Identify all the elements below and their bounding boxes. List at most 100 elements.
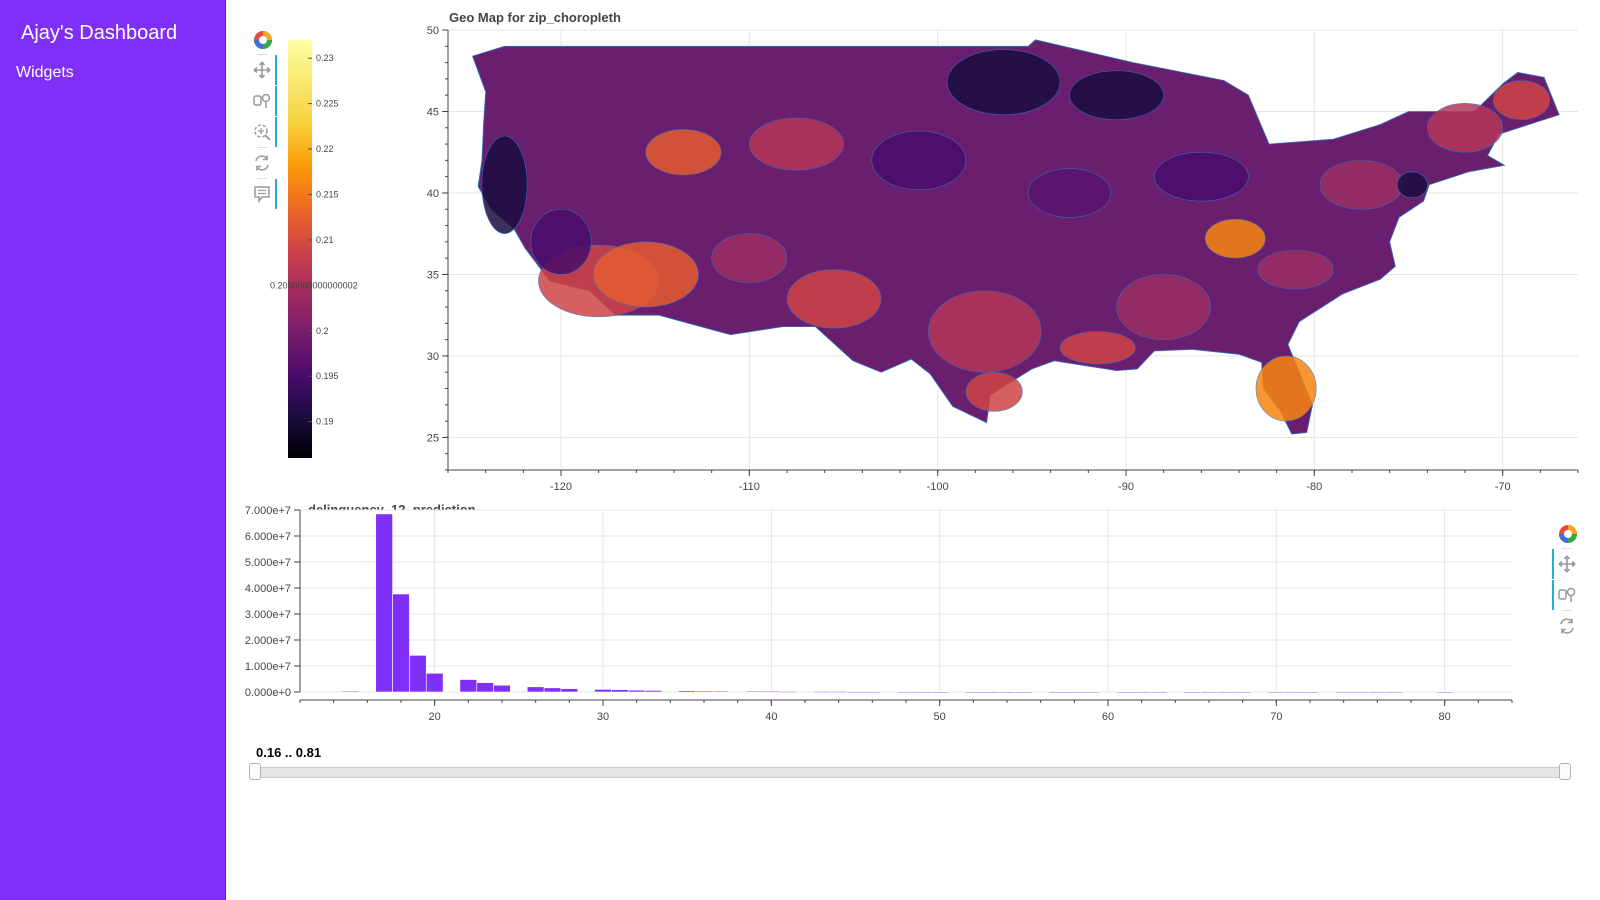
histogram-axes: 7.000e+7 6.000e+7 5.000e+7 4.000e+7 3.000e+7… (245, 505, 1513, 723)
histogram-bar[interactable] (1368, 691, 1387, 694)
sidebar: Ajay's Dashboard Widgets (0, 0, 226, 900)
histogram-plot[interactable]: delinquency_12_prediction 7.000e+76.000e… (236, 498, 1556, 738)
choropleth-region[interactable] (946, 49, 1061, 116)
histogram-bar[interactable] (813, 691, 831, 693)
choropleth-region[interactable] (871, 130, 967, 191)
choropleth-region[interactable] (786, 269, 882, 329)
choropleth-region[interactable] (1492, 80, 1551, 120)
histogram-bar[interactable] (695, 690, 713, 693)
histogram-bar[interactable] (1233, 691, 1252, 694)
choropleth-region[interactable] (1069, 70, 1164, 120)
bokeh-logo-icon[interactable] (247, 26, 277, 52)
histogram-bar[interactable] (1217, 691, 1235, 694)
choropleth-region[interactable] (927, 290, 1042, 373)
histogram-bar[interactable] (1116, 691, 1134, 694)
choropleth-regions[interactable] (471, 39, 1560, 435)
histogram-bar[interactable] (1267, 691, 1286, 694)
histogram-bar[interactable] (341, 690, 360, 693)
histogram-bar[interactable] (611, 689, 629, 693)
histogram-bar[interactable] (627, 689, 646, 693)
histogram-bar[interactable] (930, 691, 949, 693)
histogram-bar[interactable] (1200, 691, 1218, 694)
histogram-bar[interactable] (1334, 691, 1353, 694)
histogram-bar[interactable] (425, 672, 444, 693)
pan-icon[interactable] (247, 55, 277, 85)
histogram-bar[interactable] (560, 688, 579, 693)
hist-y-tick-label: 6.000e+7 (245, 531, 291, 543)
histogram-bar[interactable] (981, 691, 999, 694)
histogram-bar[interactable] (1183, 691, 1201, 694)
histogram-bar[interactable] (998, 691, 1016, 694)
histogram-bar[interactable] (409, 655, 427, 693)
histogram-bar[interactable] (476, 682, 494, 693)
choropleth-region[interactable] (1027, 168, 1112, 218)
choropleth-region[interactable] (1257, 249, 1334, 290)
pan-icon[interactable] (1552, 549, 1582, 579)
histogram-bar[interactable] (1301, 691, 1319, 694)
choropleth-region[interactable] (645, 129, 722, 176)
choropleth-region[interactable] (592, 241, 699, 308)
reset-icon[interactable] (1552, 613, 1582, 639)
choropleth-region[interactable] (965, 371, 1023, 412)
map-x-tick-label: -100 (927, 481, 949, 493)
choropleth-region[interactable] (1396, 171, 1428, 199)
choropleth-region[interactable] (530, 208, 592, 275)
histogram-bar[interactable] (1351, 691, 1370, 694)
histogram-bar[interactable] (964, 691, 983, 694)
histogram-bars[interactable] (341, 513, 1454, 694)
histogram-bar[interactable] (914, 691, 932, 693)
hover-icon[interactable] (247, 179, 277, 209)
choropleth-region[interactable] (1116, 274, 1212, 340)
choropleth-region[interactable] (1319, 160, 1404, 210)
map-y-tick-label: 35 (427, 269, 439, 281)
histogram-bar[interactable] (712, 690, 730, 693)
histogram-bar[interactable] (543, 687, 562, 693)
toolbar-divider (1562, 610, 1572, 611)
box-zoom-icon[interactable] (247, 86, 277, 116)
range-slider-start-handle[interactable] (249, 763, 261, 780)
histogram-bar[interactable] (1015, 691, 1033, 694)
histogram-bar[interactable] (594, 689, 612, 693)
choropleth-region[interactable] (1059, 331, 1136, 365)
histogram-bar[interactable] (1082, 691, 1100, 694)
histogram-bar[interactable] (762, 691, 781, 693)
choropleth-region[interactable] (1204, 218, 1266, 259)
sidebar-item-widgets[interactable]: Widgets (16, 64, 74, 81)
histogram-bar[interactable] (1065, 691, 1084, 694)
choropleth-region[interactable] (711, 233, 788, 283)
histogram-bar[interactable] (526, 686, 545, 693)
histogram-bar[interactable] (1132, 691, 1151, 694)
histogram-bar[interactable] (678, 690, 696, 693)
histogram-bar[interactable] (1149, 691, 1168, 694)
range-slider-end-handle[interactable] (1559, 763, 1571, 780)
histogram-toolbar (1552, 520, 1582, 640)
histogram-bar[interactable] (459, 679, 478, 693)
active-tool-indicator (275, 86, 277, 116)
reset-icon[interactable] (247, 150, 277, 176)
histogram-bar[interactable] (493, 684, 511, 693)
choropleth-region[interactable] (481, 135, 528, 235)
geo-map-plot[interactable]: Geo Map for zip_choropleth -120 -110 -100-… (400, 8, 1580, 498)
box-zoom-icon[interactable] (1552, 580, 1582, 610)
histogram-bar[interactable] (644, 690, 663, 693)
range-slider-track[interactable] (249, 763, 1571, 780)
histogram-bar[interactable] (863, 691, 882, 693)
choropleth-region[interactable] (1153, 151, 1249, 202)
wheel-zoom-icon[interactable] (247, 117, 277, 147)
choropleth-region[interactable] (1255, 355, 1317, 422)
histogram-bar[interactable] (829, 691, 848, 693)
histogram-bar[interactable] (745, 690, 764, 693)
histogram-bar[interactable] (1435, 691, 1454, 694)
histogram-bar[interactable] (375, 513, 393, 693)
histogram-bar[interactable] (392, 593, 410, 693)
colorbar-tick-label: 0.215 (316, 189, 339, 199)
choropleth-region[interactable] (1427, 103, 1503, 153)
histogram-bar[interactable] (846, 691, 865, 693)
histogram-bar[interactable] (897, 691, 915, 693)
histogram-bar[interactable] (1385, 691, 1403, 694)
bokeh-logo-icon[interactable] (1552, 520, 1582, 546)
histogram-bar[interactable] (779, 691, 797, 693)
choropleth-region[interactable] (749, 117, 844, 171)
histogram-bar[interactable] (1284, 691, 1302, 694)
histogram-bar[interactable] (1048, 691, 1067, 694)
